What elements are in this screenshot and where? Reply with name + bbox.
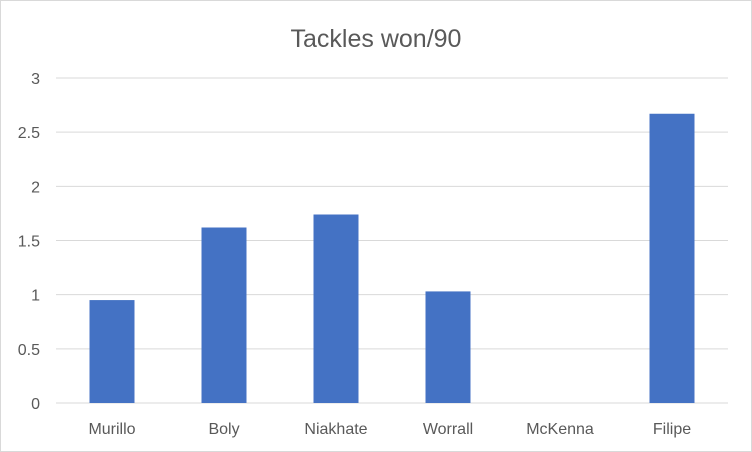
x-tick-label: Filipe — [653, 421, 691, 438]
x-tick-label: Niakhate — [304, 421, 367, 438]
bar-worrall — [425, 291, 471, 403]
bar-filipe — [649, 113, 695, 403]
x-tick-label: Boly — [208, 421, 239, 438]
y-tick-label: 2 — [31, 179, 40, 196]
bars — [89, 113, 695, 403]
y-tick-label: 1 — [31, 288, 40, 305]
y-tick-label: 1.5 — [18, 234, 40, 251]
chart-title: Tackles won/90 — [291, 25, 462, 53]
grid-lines — [56, 77, 728, 404]
x-tick-label: Murillo — [88, 421, 135, 438]
bar-boly — [201, 227, 247, 403]
y-tick-label: 2.5 — [18, 125, 40, 142]
y-tick-label: 3 — [31, 71, 40, 88]
y-axis-tick-labels: 0 0.5 1 1.5 2 2.5 3 — [18, 71, 40, 413]
bar-niakhate — [313, 214, 359, 403]
x-tick-label: McKenna — [526, 421, 594, 438]
x-tick-label: Worrall — [423, 421, 473, 438]
y-tick-label: 0 — [31, 396, 40, 413]
x-axis-tick-labels: Murillo Boly Niakhate Worrall McKenna Filipe — [88, 421, 691, 438]
bar-murillo — [89, 300, 135, 403]
y-tick-label: 0.5 — [18, 342, 40, 359]
